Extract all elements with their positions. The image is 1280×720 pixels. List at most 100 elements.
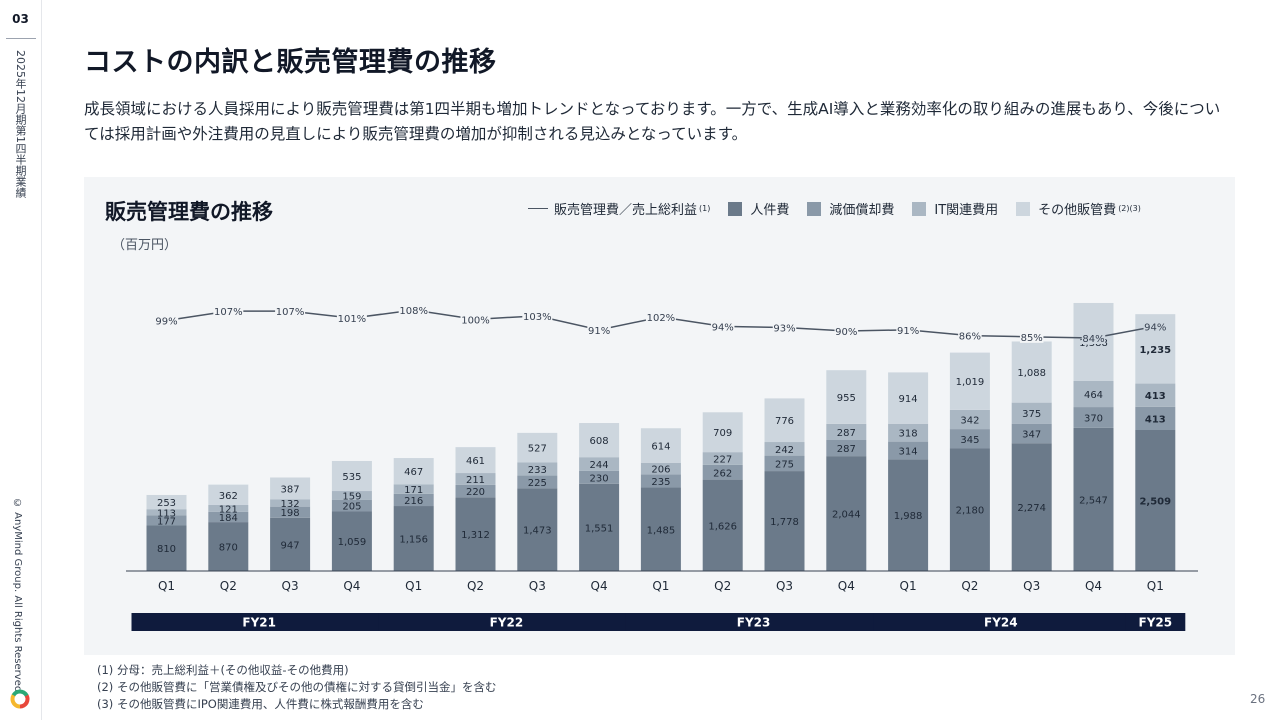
data-label: 370 bbox=[1084, 413, 1103, 424]
data-label: 362 bbox=[219, 491, 238, 502]
legend-label: 販売管理費／売上総利益 bbox=[554, 203, 698, 218]
data-label: 235 bbox=[651, 477, 670, 488]
x-tick-label: Q4 bbox=[838, 579, 855, 593]
legend-color-swatch bbox=[1016, 201, 1031, 216]
bar-segment bbox=[146, 509, 187, 516]
ratio-label: 94% bbox=[1144, 322, 1166, 333]
fiscal-year-bar bbox=[873, 613, 1129, 631]
data-label: 535 bbox=[342, 472, 361, 483]
data-label: 461 bbox=[466, 456, 485, 467]
ratio-label-bg bbox=[587, 322, 611, 336]
bar-segment bbox=[949, 352, 990, 410]
data-label: 1,088 bbox=[1017, 368, 1046, 379]
data-label: 375 bbox=[1022, 409, 1041, 420]
side-rail: 03 2025年12月期第1四半期業績 © AnyMind Group. All… bbox=[0, 0, 42, 720]
data-label: 1,235 bbox=[1139, 345, 1171, 356]
ratio-label-bg bbox=[398, 303, 429, 316]
data-label: 198 bbox=[281, 508, 300, 519]
data-label: 242 bbox=[775, 445, 794, 456]
data-label: 2,044 bbox=[832, 510, 861, 521]
fiscal-year-label: FY24 bbox=[984, 616, 1018, 630]
x-tick-label: Q1 bbox=[158, 579, 175, 593]
bar-segment bbox=[1011, 341, 1052, 403]
data-label: 1,551 bbox=[585, 523, 614, 534]
bar-segment bbox=[517, 475, 558, 489]
data-label: 211 bbox=[466, 475, 485, 486]
bar-segment bbox=[146, 525, 187, 571]
data-label: 171 bbox=[404, 485, 423, 496]
data-label: 2,547 bbox=[1079, 495, 1108, 506]
data-label: 314 bbox=[899, 446, 918, 457]
x-tick-label: Q1 bbox=[900, 579, 917, 593]
fiscal-year-bar bbox=[378, 613, 635, 631]
legend-item: その他販管費 (2)(3) bbox=[1016, 199, 1141, 218]
footnote-2: (2) その他販管費に「営業債権及びその他の債権に対する貸倒引当金」を含む bbox=[97, 680, 497, 694]
data-label: 947 bbox=[281, 540, 300, 551]
bar-segment bbox=[331, 499, 372, 512]
ratio-label-bg bbox=[275, 304, 306, 318]
data-label: 177 bbox=[157, 517, 176, 528]
x-tick-label: Q1 bbox=[405, 579, 422, 593]
bar-segment bbox=[455, 484, 496, 498]
data-label: 318 bbox=[899, 429, 918, 440]
bar-segment bbox=[702, 464, 743, 480]
data-label: 244 bbox=[590, 460, 609, 471]
bar-segment bbox=[1011, 423, 1052, 444]
bar-segment bbox=[764, 398, 805, 443]
bar-segment bbox=[640, 428, 681, 463]
data-label: 1,156 bbox=[399, 535, 428, 546]
legend-item: 人件費 bbox=[728, 199, 789, 218]
data-label: 345 bbox=[960, 435, 979, 446]
chart-title: 販売管理費の推移 bbox=[105, 200, 273, 224]
data-label: 1,485 bbox=[647, 525, 676, 536]
bar-segment bbox=[331, 491, 372, 500]
ratio-label-bg bbox=[154, 313, 179, 327]
bar-segment bbox=[270, 477, 311, 500]
x-tick-label: Q2 bbox=[714, 579, 731, 593]
data-label: 230 bbox=[590, 473, 609, 484]
bar-segment bbox=[270, 499, 311, 507]
bar-segment bbox=[579, 457, 620, 471]
data-label: 709 bbox=[713, 428, 732, 439]
legend-color-swatch bbox=[728, 201, 743, 216]
ratio-label: 100% bbox=[461, 315, 490, 326]
data-label: 253 bbox=[157, 498, 176, 509]
report-label: 2025年12月期第1四半期業績 bbox=[14, 50, 27, 198]
x-tick-label: Q4 bbox=[591, 579, 608, 593]
data-label: 914 bbox=[899, 394, 918, 405]
data-label: 225 bbox=[528, 478, 547, 489]
data-label: 1,473 bbox=[523, 526, 552, 537]
bar-segment bbox=[1073, 407, 1114, 428]
bar-segment bbox=[949, 448, 990, 571]
ratio-label: 93% bbox=[773, 324, 795, 335]
bar-segment bbox=[331, 511, 372, 571]
data-label: 870 bbox=[219, 543, 238, 554]
legend-item: IT関連費用 bbox=[912, 199, 998, 218]
bar-segment bbox=[1073, 427, 1114, 571]
bar-segment bbox=[1135, 383, 1176, 407]
bar-segment bbox=[455, 497, 496, 571]
bar-segment bbox=[517, 462, 558, 476]
bar-segment bbox=[208, 522, 249, 571]
ratio-label: 101% bbox=[338, 314, 367, 325]
x-tick-label: Q1 bbox=[1147, 579, 1164, 593]
bar-segment bbox=[949, 409, 990, 430]
bar-segment bbox=[146, 515, 187, 526]
ratio-label-bg bbox=[1081, 331, 1106, 344]
slide-number: 26 bbox=[1250, 692, 1266, 706]
x-tick-label: Q3 bbox=[529, 579, 546, 593]
legend-color-swatch bbox=[807, 201, 822, 216]
ratio-label-bg bbox=[896, 322, 920, 336]
data-label: 614 bbox=[651, 442, 670, 453]
bar-segment bbox=[888, 423, 929, 442]
bar-segment bbox=[640, 474, 681, 488]
data-label: 1,988 bbox=[894, 511, 923, 522]
x-tick-label: Q2 bbox=[467, 579, 484, 593]
bar-segment bbox=[764, 455, 805, 472]
bar-segment bbox=[517, 488, 558, 571]
legend-item: 減価償却費 bbox=[807, 199, 894, 218]
data-label: 216 bbox=[404, 496, 423, 507]
ratio-label: 91% bbox=[897, 326, 919, 337]
ratio-label: 85% bbox=[1021, 333, 1043, 344]
footnote-1: (1) 分母：売上総利益＋(その他収益-その他費用) bbox=[97, 663, 349, 677]
